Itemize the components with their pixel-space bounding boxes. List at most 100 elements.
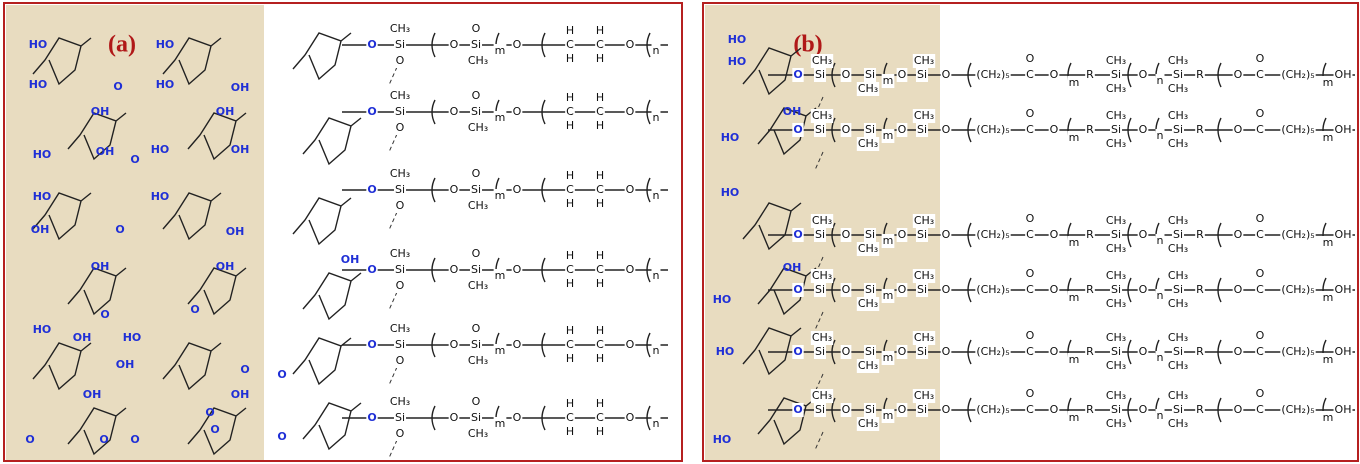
atom-label: Si: [1173, 403, 1183, 416]
atom-label: OH: [1335, 283, 1352, 296]
atom-label: m: [1323, 76, 1334, 89]
atom-label: C: [1026, 123, 1034, 136]
atom-label: m: [495, 269, 506, 282]
sugar-label: O: [100, 308, 109, 321]
atom-label: O: [1050, 228, 1059, 241]
sugar-label: HO: [713, 293, 732, 306]
atom-label: Si: [471, 183, 481, 196]
atom-label: m: [1069, 236, 1080, 249]
atom-label: O: [367, 338, 376, 351]
atom-label: CH₃: [1106, 82, 1126, 95]
sugar-ring: [293, 33, 351, 79]
atom-label: Si: [395, 105, 405, 118]
atom-label: CH₃: [390, 395, 410, 408]
atom-label: O: [898, 345, 907, 358]
atom-label: CH₃: [858, 297, 878, 310]
atom-label: CH₃: [1168, 331, 1188, 344]
atom-label: CH₃: [1168, 359, 1188, 372]
atom-label: Si: [1111, 283, 1121, 296]
atom-label: CH₃: [1168, 389, 1188, 402]
atom-label: H: [566, 277, 574, 290]
atom-label: H: [566, 197, 574, 210]
atom-label: R: [1196, 345, 1204, 358]
sugar-ring: [303, 118, 361, 164]
atom-label: O: [842, 123, 851, 136]
atom-label: C: [1256, 228, 1264, 241]
atom-label: O: [793, 123, 802, 136]
atom-label: n: [1157, 234, 1164, 247]
atom-label: O: [1026, 387, 1035, 400]
atom-label: O: [898, 283, 907, 296]
atom-label: H: [566, 425, 574, 438]
atom-label: CH₃: [468, 354, 488, 367]
atom-label: Si: [395, 183, 405, 196]
atom-label: CH₃: [1168, 417, 1188, 430]
atom-label: Si: [865, 68, 875, 81]
atom-label: O: [1050, 283, 1059, 296]
atom-label: m: [495, 189, 506, 202]
atom-label: O: [626, 183, 635, 196]
atom-label: C: [596, 105, 604, 118]
atom-label: CH₃: [1168, 297, 1188, 310]
atom-label: O: [1026, 329, 1035, 342]
atom-label: n: [1157, 409, 1164, 422]
atom-label: Si: [815, 228, 825, 241]
atom-label: C: [1026, 403, 1034, 416]
atom-label: m: [1323, 353, 1334, 366]
atom-label: m: [883, 351, 894, 364]
atom-label: (CH₂)₅: [1281, 123, 1314, 136]
atom-label: m: [1069, 353, 1080, 366]
atom-label: n: [1157, 289, 1164, 302]
atom-label: (CH₂)₅: [976, 228, 1009, 241]
atom-label: O: [842, 228, 851, 241]
atom-label: Si: [865, 283, 875, 296]
atom-label: O: [1234, 228, 1243, 241]
panel-label: (a): [108, 32, 136, 58]
atom-label: Si: [917, 283, 927, 296]
h-bond: [389, 440, 397, 458]
atom-label: H: [566, 352, 574, 365]
atom-label: m: [495, 344, 506, 357]
atom-label: m: [883, 289, 894, 302]
atom-label: H: [566, 324, 574, 337]
atom-label: Si: [1111, 68, 1121, 81]
atom-label: CH₃: [390, 22, 410, 35]
atom-label: CH₃: [390, 89, 410, 102]
atom-label: O: [942, 345, 951, 358]
atom-label: O: [472, 247, 481, 260]
atom-label: C: [1256, 123, 1264, 136]
sugar-label: HO: [156, 78, 175, 91]
sugar-label: O: [130, 433, 139, 446]
atom-label: Si: [815, 403, 825, 416]
atom-label: CH₃: [914, 214, 934, 227]
atom-label: CH₃: [468, 279, 488, 292]
atom-label: H: [566, 52, 574, 65]
atom-label: CH₃: [468, 121, 488, 134]
atom-label: (CH₂)₅: [1281, 403, 1314, 416]
atom-label: OH: [1335, 123, 1352, 136]
atom-label: Si: [471, 38, 481, 51]
atom-label: CH₃: [1168, 54, 1188, 67]
atom-label: O: [396, 279, 405, 292]
sugar-label: HO: [151, 190, 170, 203]
atom-label: R: [1196, 123, 1204, 136]
atom-label: C: [596, 183, 604, 196]
atom-label: O: [898, 68, 907, 81]
atom-label: O: [898, 228, 907, 241]
atom-label: Si: [1111, 403, 1121, 416]
atom-label: Si: [1173, 345, 1183, 358]
atom-label: H: [566, 169, 574, 182]
sugar-label: OH: [83, 388, 102, 401]
atom-label: Si: [471, 263, 481, 276]
atom-label: O: [842, 68, 851, 81]
atom-label: H: [596, 249, 604, 262]
atom-label: C: [596, 411, 604, 424]
sugar-label: O: [210, 423, 219, 436]
sugar-label: OH: [116, 358, 135, 371]
atom-label: R: [1086, 345, 1094, 358]
atom-label: CH₃: [1106, 269, 1126, 282]
atom-label: CH₃: [858, 82, 878, 95]
atom-label: H: [596, 352, 604, 365]
atom-label: O: [396, 199, 405, 212]
atom-label: O: [1256, 387, 1265, 400]
